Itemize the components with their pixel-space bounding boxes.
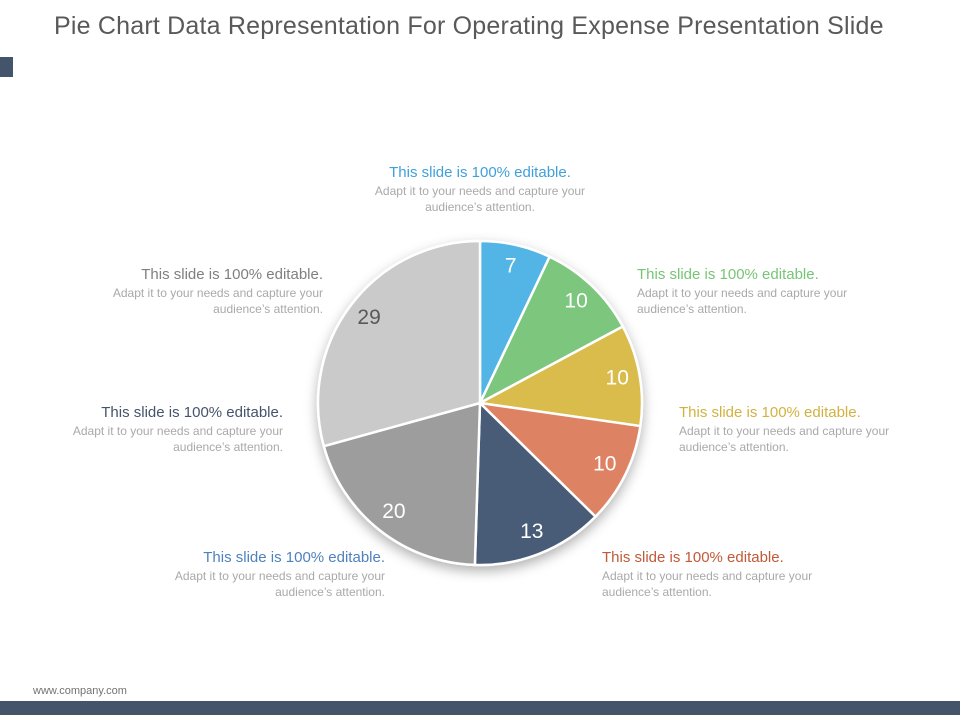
callout-left-top: This slide is 100% editable. Adapt it to…: [88, 266, 323, 317]
slice-value-label: 10: [593, 452, 616, 475]
slice-value-label: 10: [606, 366, 629, 389]
pie-slice: [316, 239, 482, 448]
accent-bar: [0, 57, 13, 77]
slice-value-label: 13: [520, 520, 543, 543]
callout-heading: This slide is 100% editable.: [203, 549, 385, 566]
callout-heading: This slide is 100% editable.: [602, 549, 784, 566]
callout-right-bottom: This slide is 100% editable. Adapt it to…: [602, 549, 837, 600]
callout-left-middle: This slide is 100% editable. Adapt it to…: [48, 404, 283, 455]
callout-right-top: This slide is 100% editable. Adapt it to…: [637, 266, 872, 317]
page-title: Pie Chart Data Representation For Operat…: [54, 12, 884, 40]
callout-body: Adapt it to your needs and capture your …: [72, 424, 283, 454]
footer-bar: [0, 701, 960, 715]
pie-slice: [322, 401, 482, 567]
callout-body: Adapt it to your needs and capture your …: [174, 569, 385, 599]
slice-value-label: 7: [505, 255, 517, 278]
pie-chart: 7 10 10 10 13 20 29: [316, 239, 644, 567]
pie-slice: [473, 401, 597, 567]
callout-body: Adapt it to your needs and capture your …: [679, 424, 890, 454]
callout-bottom-left: This slide is 100% editable. Adapt it to…: [150, 549, 385, 600]
pie-slice: [478, 401, 642, 518]
website-url: www.company.com: [33, 685, 127, 697]
callout-heading: This slide is 100% editable.: [637, 266, 819, 283]
callout-heading: This slide is 100% editable.: [141, 266, 323, 283]
callout-right-middle: This slide is 100% editable. Adapt it to…: [679, 404, 914, 455]
callout-heading: This slide is 100% editable.: [101, 404, 283, 421]
callout-body: Adapt it to your needs and capture your …: [112, 286, 323, 316]
callout-body: Adapt it to your needs and capture your …: [637, 286, 848, 316]
callout-heading: This slide is 100% editable.: [679, 404, 861, 421]
pie-slice: [478, 325, 644, 428]
callout-body: Adapt it to your needs and capture your …: [602, 569, 813, 599]
callout-heading: This slide is 100% editable.: [389, 164, 571, 181]
callout-top: This slide is 100% editable. Adapt it to…: [365, 164, 595, 215]
slice-value-label: 20: [382, 500, 405, 523]
pie-slice: [478, 255, 625, 405]
slice-value-label: 29: [357, 306, 380, 329]
slice-value-label: 10: [564, 290, 587, 313]
callout-body: Adapt it to your needs and capture your …: [374, 184, 586, 214]
